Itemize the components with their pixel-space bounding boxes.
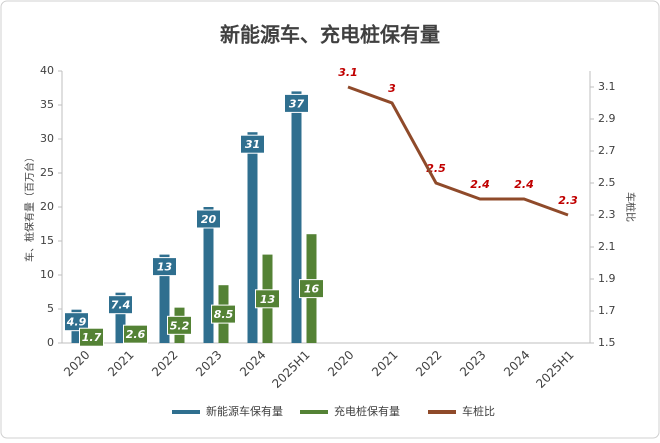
data-label-box	[299, 279, 324, 299]
line	[347, 85, 569, 217]
data-label-box	[123, 324, 148, 344]
data-label: 3	[388, 82, 396, 95]
y2-tick-label: 3.1	[598, 80, 616, 93]
y-tick-label: 15	[40, 234, 54, 247]
data-label: 8.5	[214, 308, 234, 321]
legend-label: 充电桩保有量	[334, 404, 400, 418]
data-label-group: 13	[255, 289, 280, 309]
data-label: 13	[157, 261, 173, 274]
y-tick-label: 35	[40, 98, 54, 111]
data-label: 2.4	[514, 178, 534, 191]
y-tick-label: 40	[40, 64, 54, 77]
data-label: 4.9	[66, 316, 87, 329]
y2-tick-label: 2.5	[598, 176, 616, 189]
data-label: 16	[304, 283, 320, 296]
y2-tick-label: 2.1	[598, 240, 616, 253]
legend-label: 车桩比	[462, 404, 495, 418]
data-label: 37	[289, 97, 305, 110]
y-tick-label: 30	[40, 132, 54, 145]
data-label-box	[79, 327, 104, 347]
data-label-box	[255, 289, 280, 309]
data-label-group: 13	[152, 257, 177, 277]
y-tick-label: 25	[40, 166, 54, 179]
bar	[247, 132, 258, 343]
legend-label: 新能源车保有量	[206, 404, 283, 418]
data-label: 2.4	[470, 178, 490, 191]
data-label: 2.3	[558, 194, 578, 207]
y-tick-label: 20	[40, 200, 54, 213]
y-tick-label: 0	[47, 336, 54, 349]
data-label-box	[196, 209, 221, 229]
y-tick-label: 5	[47, 302, 54, 315]
y-tick-label: 10	[40, 268, 54, 281]
data-label-box	[211, 304, 236, 324]
data-label-group: 7.4	[108, 295, 133, 315]
data-label: 5.2	[170, 319, 190, 332]
data-label-group: 37	[284, 93, 309, 113]
data-label: 20	[201, 213, 217, 226]
data-label: 13	[260, 293, 276, 306]
data-label-box	[167, 315, 192, 335]
y2-tick-label: 2.9	[598, 112, 616, 125]
bar	[203, 207, 214, 343]
data-label-group: 20	[196, 209, 221, 229]
data-label-box	[108, 295, 133, 315]
data-label-group: 4.9	[64, 312, 89, 332]
data-label-box	[64, 312, 89, 332]
data-label: 31	[245, 138, 260, 151]
chart-title: 新能源车、充电桩保有量	[220, 23, 440, 47]
data-label: 3.1	[338, 66, 358, 79]
y2-tick-label: 1.5	[598, 336, 616, 349]
data-label-group: 31	[240, 134, 265, 154]
bar	[159, 254, 170, 343]
data-label-box	[284, 93, 309, 113]
data-label-group: 5.2	[167, 315, 192, 335]
bar	[115, 292, 126, 343]
y2-tick-label: 1.7	[598, 304, 616, 317]
bar	[291, 91, 302, 344]
data-label-group: 1.7	[79, 327, 104, 347]
y2-tick-label: 2.7	[598, 144, 616, 157]
data-label-box	[240, 134, 265, 154]
y2-axis-label: 车桩比	[624, 192, 637, 222]
data-label: 7.4	[111, 299, 131, 312]
data-label: 1.7	[82, 331, 102, 344]
data-label-group: 2.6	[123, 324, 148, 344]
y2-tick-label: 1.9	[598, 272, 616, 285]
y2-tick-label: 2.3	[598, 208, 616, 221]
data-label-group: 16	[299, 279, 324, 299]
data-label-box	[152, 257, 177, 277]
y-axis-label: 车、桩保有量（百万台）	[23, 152, 36, 262]
data-label-group: 8.5	[211, 304, 236, 324]
data-label: 2.6	[126, 328, 146, 341]
